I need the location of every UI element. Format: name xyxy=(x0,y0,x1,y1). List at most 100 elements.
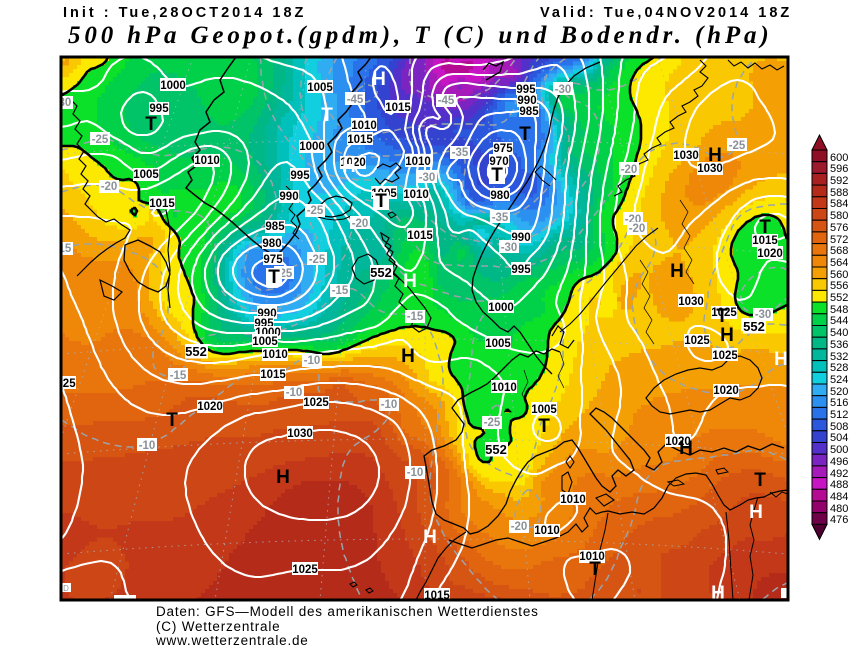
svg-text:-10: -10 xyxy=(139,440,156,452)
svg-text:544: 544 xyxy=(830,315,848,327)
svg-text:500: 500 xyxy=(830,444,848,456)
svg-text:-10: -10 xyxy=(407,467,424,479)
svg-text:600: 600 xyxy=(830,152,848,164)
svg-text:1010: 1010 xyxy=(491,382,517,394)
svg-text:1000: 1000 xyxy=(488,302,514,314)
svg-text:1015: 1015 xyxy=(424,590,450,602)
svg-text:-35: -35 xyxy=(452,147,469,159)
svg-text:524: 524 xyxy=(830,374,848,386)
svg-text:-20: -20 xyxy=(352,218,369,230)
svg-text:980: 980 xyxy=(262,238,281,250)
svg-text:T: T xyxy=(321,105,333,126)
svg-text:-15: -15 xyxy=(332,285,349,297)
svg-text:584: 584 xyxy=(830,198,848,210)
svg-text:1020: 1020 xyxy=(197,401,223,413)
svg-text:-25: -25 xyxy=(309,254,326,266)
svg-text:1005: 1005 xyxy=(133,169,159,181)
svg-text:580: 580 xyxy=(830,210,848,222)
svg-text:492: 492 xyxy=(830,468,848,480)
svg-text:516: 516 xyxy=(830,397,848,409)
svg-text:-20: -20 xyxy=(511,521,528,533)
svg-text:T: T xyxy=(716,306,728,327)
svg-text:T: T xyxy=(491,165,503,186)
svg-text:H: H xyxy=(711,583,725,604)
svg-text:-30: -30 xyxy=(419,172,436,184)
svg-text:552: 552 xyxy=(185,344,207,359)
svg-text:552: 552 xyxy=(743,319,765,334)
svg-text:H: H xyxy=(403,271,417,292)
svg-text:T: T xyxy=(759,217,771,238)
svg-text:540: 540 xyxy=(830,327,848,339)
svg-text:548: 548 xyxy=(830,304,848,316)
svg-text:1010: 1010 xyxy=(262,349,288,361)
svg-text:H: H xyxy=(708,145,722,166)
svg-text:1010: 1010 xyxy=(194,155,220,167)
svg-text:1020: 1020 xyxy=(665,436,691,448)
svg-text:-20: -20 xyxy=(101,181,118,193)
svg-text:496: 496 xyxy=(830,456,848,468)
svg-text:1030: 1030 xyxy=(697,163,723,175)
svg-text:1010: 1010 xyxy=(560,494,586,506)
svg-text:576: 576 xyxy=(830,222,848,234)
svg-text:1025: 1025 xyxy=(712,350,738,362)
svg-text:T: T xyxy=(754,470,766,491)
svg-text:-35: -35 xyxy=(492,212,509,224)
svg-text:552: 552 xyxy=(370,265,392,280)
svg-text:1015: 1015 xyxy=(260,369,286,381)
svg-text:-30: -30 xyxy=(55,97,72,109)
svg-text:488: 488 xyxy=(830,479,848,491)
svg-text:596: 596 xyxy=(830,163,848,175)
svg-text:552: 552 xyxy=(485,442,507,457)
svg-text:556: 556 xyxy=(830,280,848,292)
svg-text:504: 504 xyxy=(830,432,848,444)
svg-text:-30: -30 xyxy=(501,242,518,254)
svg-text:1020: 1020 xyxy=(757,248,783,260)
svg-text:-30: -30 xyxy=(555,84,572,96)
svg-text:1010: 1010 xyxy=(405,156,431,168)
svg-text:H: H xyxy=(342,156,356,177)
svg-text:508: 508 xyxy=(830,421,848,433)
svg-text:T: T xyxy=(519,124,531,145)
svg-text:T: T xyxy=(375,191,387,212)
svg-text:-15: -15 xyxy=(55,243,72,255)
svg-text:H: H xyxy=(679,438,693,459)
svg-text:H: H xyxy=(276,467,290,488)
svg-text:T: T xyxy=(538,416,550,437)
svg-text:1020: 1020 xyxy=(340,157,366,169)
svg-text:528: 528 xyxy=(830,362,848,374)
svg-text:1020: 1020 xyxy=(713,385,739,397)
svg-text:1030: 1030 xyxy=(287,428,313,440)
svg-text:1010: 1010 xyxy=(403,189,429,201)
svg-text:-25: -25 xyxy=(307,205,324,217)
svg-text:970: 970 xyxy=(489,156,508,168)
svg-text:975: 975 xyxy=(493,143,513,155)
svg-text:1015: 1015 xyxy=(149,198,175,210)
svg-text:-25: -25 xyxy=(729,140,746,152)
svg-text:1015: 1015 xyxy=(407,230,433,242)
svg-text:1010: 1010 xyxy=(351,120,377,132)
svg-text:512: 512 xyxy=(830,409,848,421)
svg-text:H: H xyxy=(401,346,415,367)
svg-text:520: 520 xyxy=(830,386,848,398)
svg-text:-10: -10 xyxy=(304,355,321,367)
svg-text:H: H xyxy=(670,261,684,282)
svg-text:1030: 1030 xyxy=(678,296,704,308)
svg-text:-45: -45 xyxy=(438,95,455,107)
svg-text:564: 564 xyxy=(830,257,848,269)
svg-text:1005: 1005 xyxy=(531,404,557,416)
svg-text:592: 592 xyxy=(830,175,848,187)
svg-text:H: H xyxy=(372,69,386,90)
svg-text:1030: 1030 xyxy=(673,150,699,162)
svg-text:T: T xyxy=(589,559,601,580)
svg-text:T: T xyxy=(145,114,157,135)
svg-text:-10: -10 xyxy=(286,387,303,399)
svg-text:975: 975 xyxy=(263,254,283,266)
svg-text:-10: -10 xyxy=(381,399,398,411)
svg-text:H: H xyxy=(774,349,788,370)
svg-text:1015: 1015 xyxy=(752,235,778,247)
svg-text:1025: 1025 xyxy=(303,397,329,409)
svg-text:1010: 1010 xyxy=(579,551,605,563)
svg-text:568: 568 xyxy=(830,245,848,257)
svg-text:-20: -20 xyxy=(621,164,638,176)
svg-text:995: 995 xyxy=(290,170,310,182)
